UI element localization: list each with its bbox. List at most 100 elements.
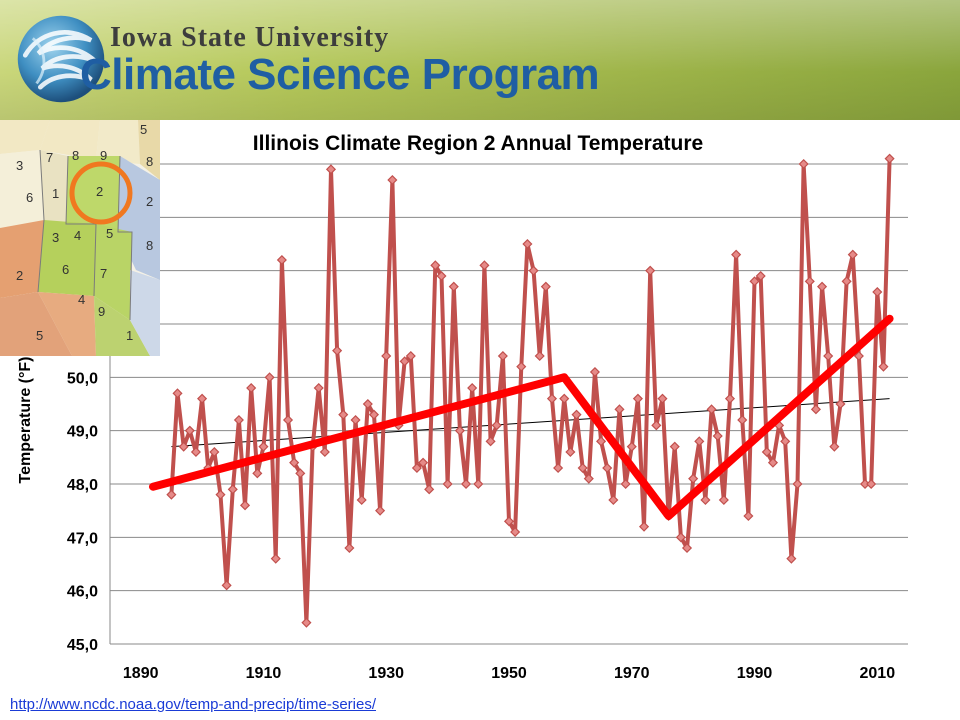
data-point	[387, 174, 398, 186]
map-region-label: 4	[78, 292, 85, 307]
map-region-label: 7	[100, 266, 107, 281]
x-tick-label: 1990	[737, 665, 773, 682]
data-point	[190, 446, 201, 458]
data-point	[749, 276, 760, 287]
data-point	[448, 281, 459, 292]
data-point	[675, 532, 686, 543]
data-point	[473, 478, 484, 490]
data-point	[700, 494, 711, 506]
data-point	[596, 436, 607, 447]
data-point	[442, 478, 453, 490]
data-point	[651, 420, 662, 431]
data-point	[350, 414, 361, 426]
data-point	[264, 372, 275, 383]
map-region-label: 9	[100, 148, 107, 163]
temperature-chart: Illinois Climate Region 2 Annual Tempera…	[17, 132, 908, 682]
data-point	[282, 414, 294, 426]
data-point	[804, 276, 815, 287]
data-point	[510, 526, 521, 538]
data-point	[491, 420, 502, 431]
map-region-label: 7	[46, 150, 53, 165]
map-region-label: 2	[146, 194, 153, 209]
map-region-label: 1	[52, 186, 59, 201]
header-banner: Iowa State University Climate Science Pr…	[0, 0, 960, 120]
data-point	[706, 404, 717, 415]
data-point	[602, 462, 613, 474]
map-region-label: 5	[106, 226, 113, 241]
data-point	[657, 393, 668, 404]
segmented-fit-line	[149, 314, 894, 520]
data-point	[847, 249, 858, 260]
data-point	[503, 516, 515, 527]
data-point	[767, 457, 779, 468]
map-region-label: 5	[140, 122, 147, 137]
data-point	[817, 281, 828, 292]
data-point	[731, 249, 742, 260]
x-tick-label: 2010	[860, 665, 896, 682]
data-point	[792, 478, 803, 490]
source-link[interactable]: http://www.ncdc.noaa.gov/temp-and-precip…	[10, 696, 376, 713]
x-tick-label: 1910	[246, 665, 282, 682]
highlight-circle-icon	[69, 161, 133, 225]
data-point	[436, 270, 447, 282]
data-point	[614, 404, 625, 415]
x-tick-label: 1890	[123, 665, 159, 682]
data-point	[221, 580, 232, 591]
chart-title: Illinois Climate Region 2 Annual Tempera…	[253, 132, 703, 155]
data-point	[718, 494, 729, 506]
data-point	[571, 409, 582, 420]
data-point	[841, 276, 852, 287]
data-point	[559, 393, 570, 404]
data-point	[233, 414, 244, 426]
data-point	[295, 468, 306, 479]
data-point	[694, 436, 705, 447]
data-point	[688, 473, 699, 484]
data-point	[553, 462, 564, 474]
map-region-label: 1	[126, 328, 133, 343]
data-point	[565, 446, 576, 458]
data-point	[608, 494, 619, 506]
map-region-label: 8	[146, 154, 153, 169]
data-point	[246, 382, 257, 394]
data-point	[737, 414, 748, 426]
map-region-label: 2	[96, 184, 103, 199]
data-point	[289, 457, 300, 468]
map-region-label: 9	[98, 304, 105, 319]
segmented-fit	[149, 314, 894, 520]
data-point	[332, 345, 343, 356]
data-point	[362, 398, 373, 410]
y-tick-label: 49,0	[67, 424, 98, 441]
data-point	[197, 393, 208, 404]
data-point	[755, 270, 766, 282]
data-point	[411, 462, 422, 474]
data-point	[761, 446, 772, 458]
data-point	[872, 286, 883, 298]
x-tick-label: 1930	[368, 665, 404, 682]
data-point	[878, 361, 889, 372]
data-point	[368, 409, 380, 420]
map-region-label: 6	[26, 190, 33, 205]
data-point	[338, 409, 349, 420]
data-point	[620, 478, 631, 490]
data-point	[325, 164, 337, 175]
data-point	[485, 436, 496, 447]
data-point	[319, 446, 330, 458]
data-point	[460, 478, 472, 490]
data-point	[166, 489, 177, 500]
data-point	[239, 500, 251, 511]
data-point	[184, 425, 195, 436]
university-name: Iowa State University	[110, 22, 390, 53]
x-tick-label: 1950	[491, 665, 527, 682]
data-point	[669, 441, 680, 452]
data-point	[454, 425, 465, 436]
map-region-label: 8	[146, 238, 153, 253]
data-point	[589, 366, 600, 378]
data-point	[681, 542, 693, 554]
y-tick-label: 48,0	[67, 477, 98, 494]
data-point	[853, 350, 864, 362]
data-point	[209, 446, 220, 458]
y-tick-label: 47,0	[67, 530, 98, 547]
data-point	[375, 505, 386, 516]
data-point	[823, 350, 834, 362]
data-point	[835, 398, 846, 410]
